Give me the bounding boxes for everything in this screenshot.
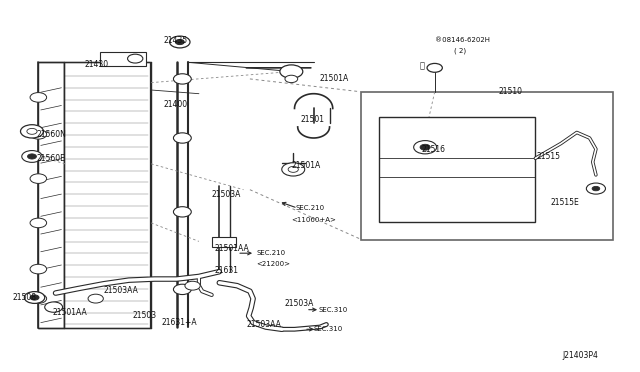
Bar	[64, 62, 150, 328]
Text: 21510: 21510	[499, 87, 522, 96]
Text: 21501: 21501	[301, 115, 325, 124]
Text: 21516: 21516	[422, 145, 446, 154]
Circle shape	[28, 154, 36, 159]
Circle shape	[288, 166, 298, 172]
Circle shape	[592, 186, 600, 191]
Circle shape	[30, 174, 47, 183]
Circle shape	[27, 128, 37, 134]
Circle shape	[30, 294, 47, 304]
Text: ( 2): ( 2)	[454, 48, 466, 54]
Circle shape	[586, 183, 605, 194]
Circle shape	[280, 65, 303, 78]
Text: 21503A: 21503A	[212, 190, 241, 199]
Circle shape	[170, 36, 190, 48]
Text: Ⓑ: Ⓑ	[419, 61, 424, 71]
Circle shape	[420, 144, 430, 150]
Text: 21560E: 21560E	[36, 154, 65, 163]
Text: 21515: 21515	[537, 152, 561, 161]
Bar	[212, 237, 236, 247]
Text: 21560N: 21560N	[36, 130, 67, 139]
Circle shape	[173, 207, 191, 217]
Text: <21200>: <21200>	[256, 260, 291, 266]
Bar	[380, 116, 536, 222]
Text: <11060+A>: <11060+A>	[291, 217, 336, 223]
Text: 21503AA: 21503AA	[103, 286, 138, 295]
Circle shape	[30, 129, 47, 139]
Circle shape	[173, 74, 191, 84]
Text: SEC.210: SEC.210	[256, 250, 285, 256]
Circle shape	[30, 218, 47, 228]
Circle shape	[20, 125, 44, 138]
Text: 21508: 21508	[13, 293, 37, 302]
Circle shape	[282, 163, 305, 176]
Text: 21400: 21400	[164, 100, 188, 109]
Text: 21430: 21430	[84, 60, 108, 69]
Text: 21501AA: 21501AA	[215, 244, 250, 253]
Circle shape	[173, 133, 191, 143]
Circle shape	[173, 284, 191, 295]
Circle shape	[45, 302, 63, 312]
Text: 21631: 21631	[215, 266, 239, 275]
Text: 21503AA: 21503AA	[246, 320, 282, 329]
Text: 21435: 21435	[164, 36, 188, 45]
Text: ®08146-6202H: ®08146-6202H	[435, 37, 490, 43]
Circle shape	[30, 93, 47, 102]
Circle shape	[30, 264, 47, 274]
Bar	[362, 92, 613, 240]
Circle shape	[413, 141, 436, 154]
Circle shape	[185, 281, 200, 290]
Circle shape	[30, 295, 39, 300]
Text: SEC.210: SEC.210	[296, 205, 325, 211]
Bar	[38, 62, 64, 328]
Circle shape	[24, 292, 45, 304]
Text: SEC.310: SEC.310	[314, 326, 343, 332]
Text: J21403P4: J21403P4	[562, 350, 598, 360]
Circle shape	[285, 75, 298, 83]
Text: 21501AA: 21501AA	[52, 308, 87, 317]
Circle shape	[427, 63, 442, 72]
Text: 21501A: 21501A	[291, 161, 321, 170]
Circle shape	[127, 54, 143, 63]
Text: 21501A: 21501A	[320, 74, 349, 83]
Text: SEC.310: SEC.310	[319, 307, 348, 313]
Circle shape	[175, 39, 184, 45]
Text: 21503: 21503	[132, 311, 156, 320]
Circle shape	[88, 294, 103, 303]
Bar	[100, 52, 146, 65]
Circle shape	[22, 151, 42, 162]
Text: 21631+A: 21631+A	[162, 318, 198, 327]
Text: 21503A: 21503A	[285, 299, 314, 308]
Text: 21515E: 21515E	[550, 198, 579, 207]
